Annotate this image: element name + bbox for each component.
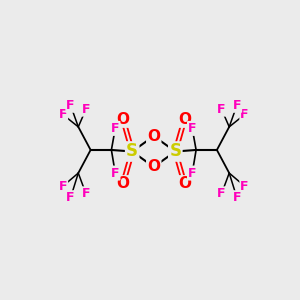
- Text: F: F: [58, 180, 67, 193]
- Text: F: F: [82, 103, 90, 116]
- Text: O: O: [147, 159, 160, 174]
- Text: F: F: [58, 108, 67, 121]
- Text: F: F: [111, 122, 119, 135]
- Text: F: F: [82, 187, 90, 200]
- Text: F: F: [66, 99, 75, 112]
- Text: F: F: [66, 191, 75, 204]
- Text: F: F: [217, 187, 226, 200]
- Text: F: F: [188, 167, 196, 180]
- Text: O: O: [116, 112, 130, 127]
- Text: F: F: [188, 122, 196, 135]
- Text: O: O: [147, 129, 160, 144]
- Text: F: F: [233, 99, 241, 112]
- Text: F: F: [233, 191, 241, 204]
- Text: F: F: [111, 167, 119, 180]
- Text: S: S: [126, 142, 138, 160]
- Text: S: S: [169, 142, 181, 160]
- Text: O: O: [178, 176, 191, 191]
- Text: O: O: [116, 176, 130, 191]
- Text: F: F: [217, 103, 226, 116]
- Text: F: F: [240, 180, 249, 193]
- Text: F: F: [240, 108, 249, 121]
- Text: O: O: [178, 112, 191, 127]
